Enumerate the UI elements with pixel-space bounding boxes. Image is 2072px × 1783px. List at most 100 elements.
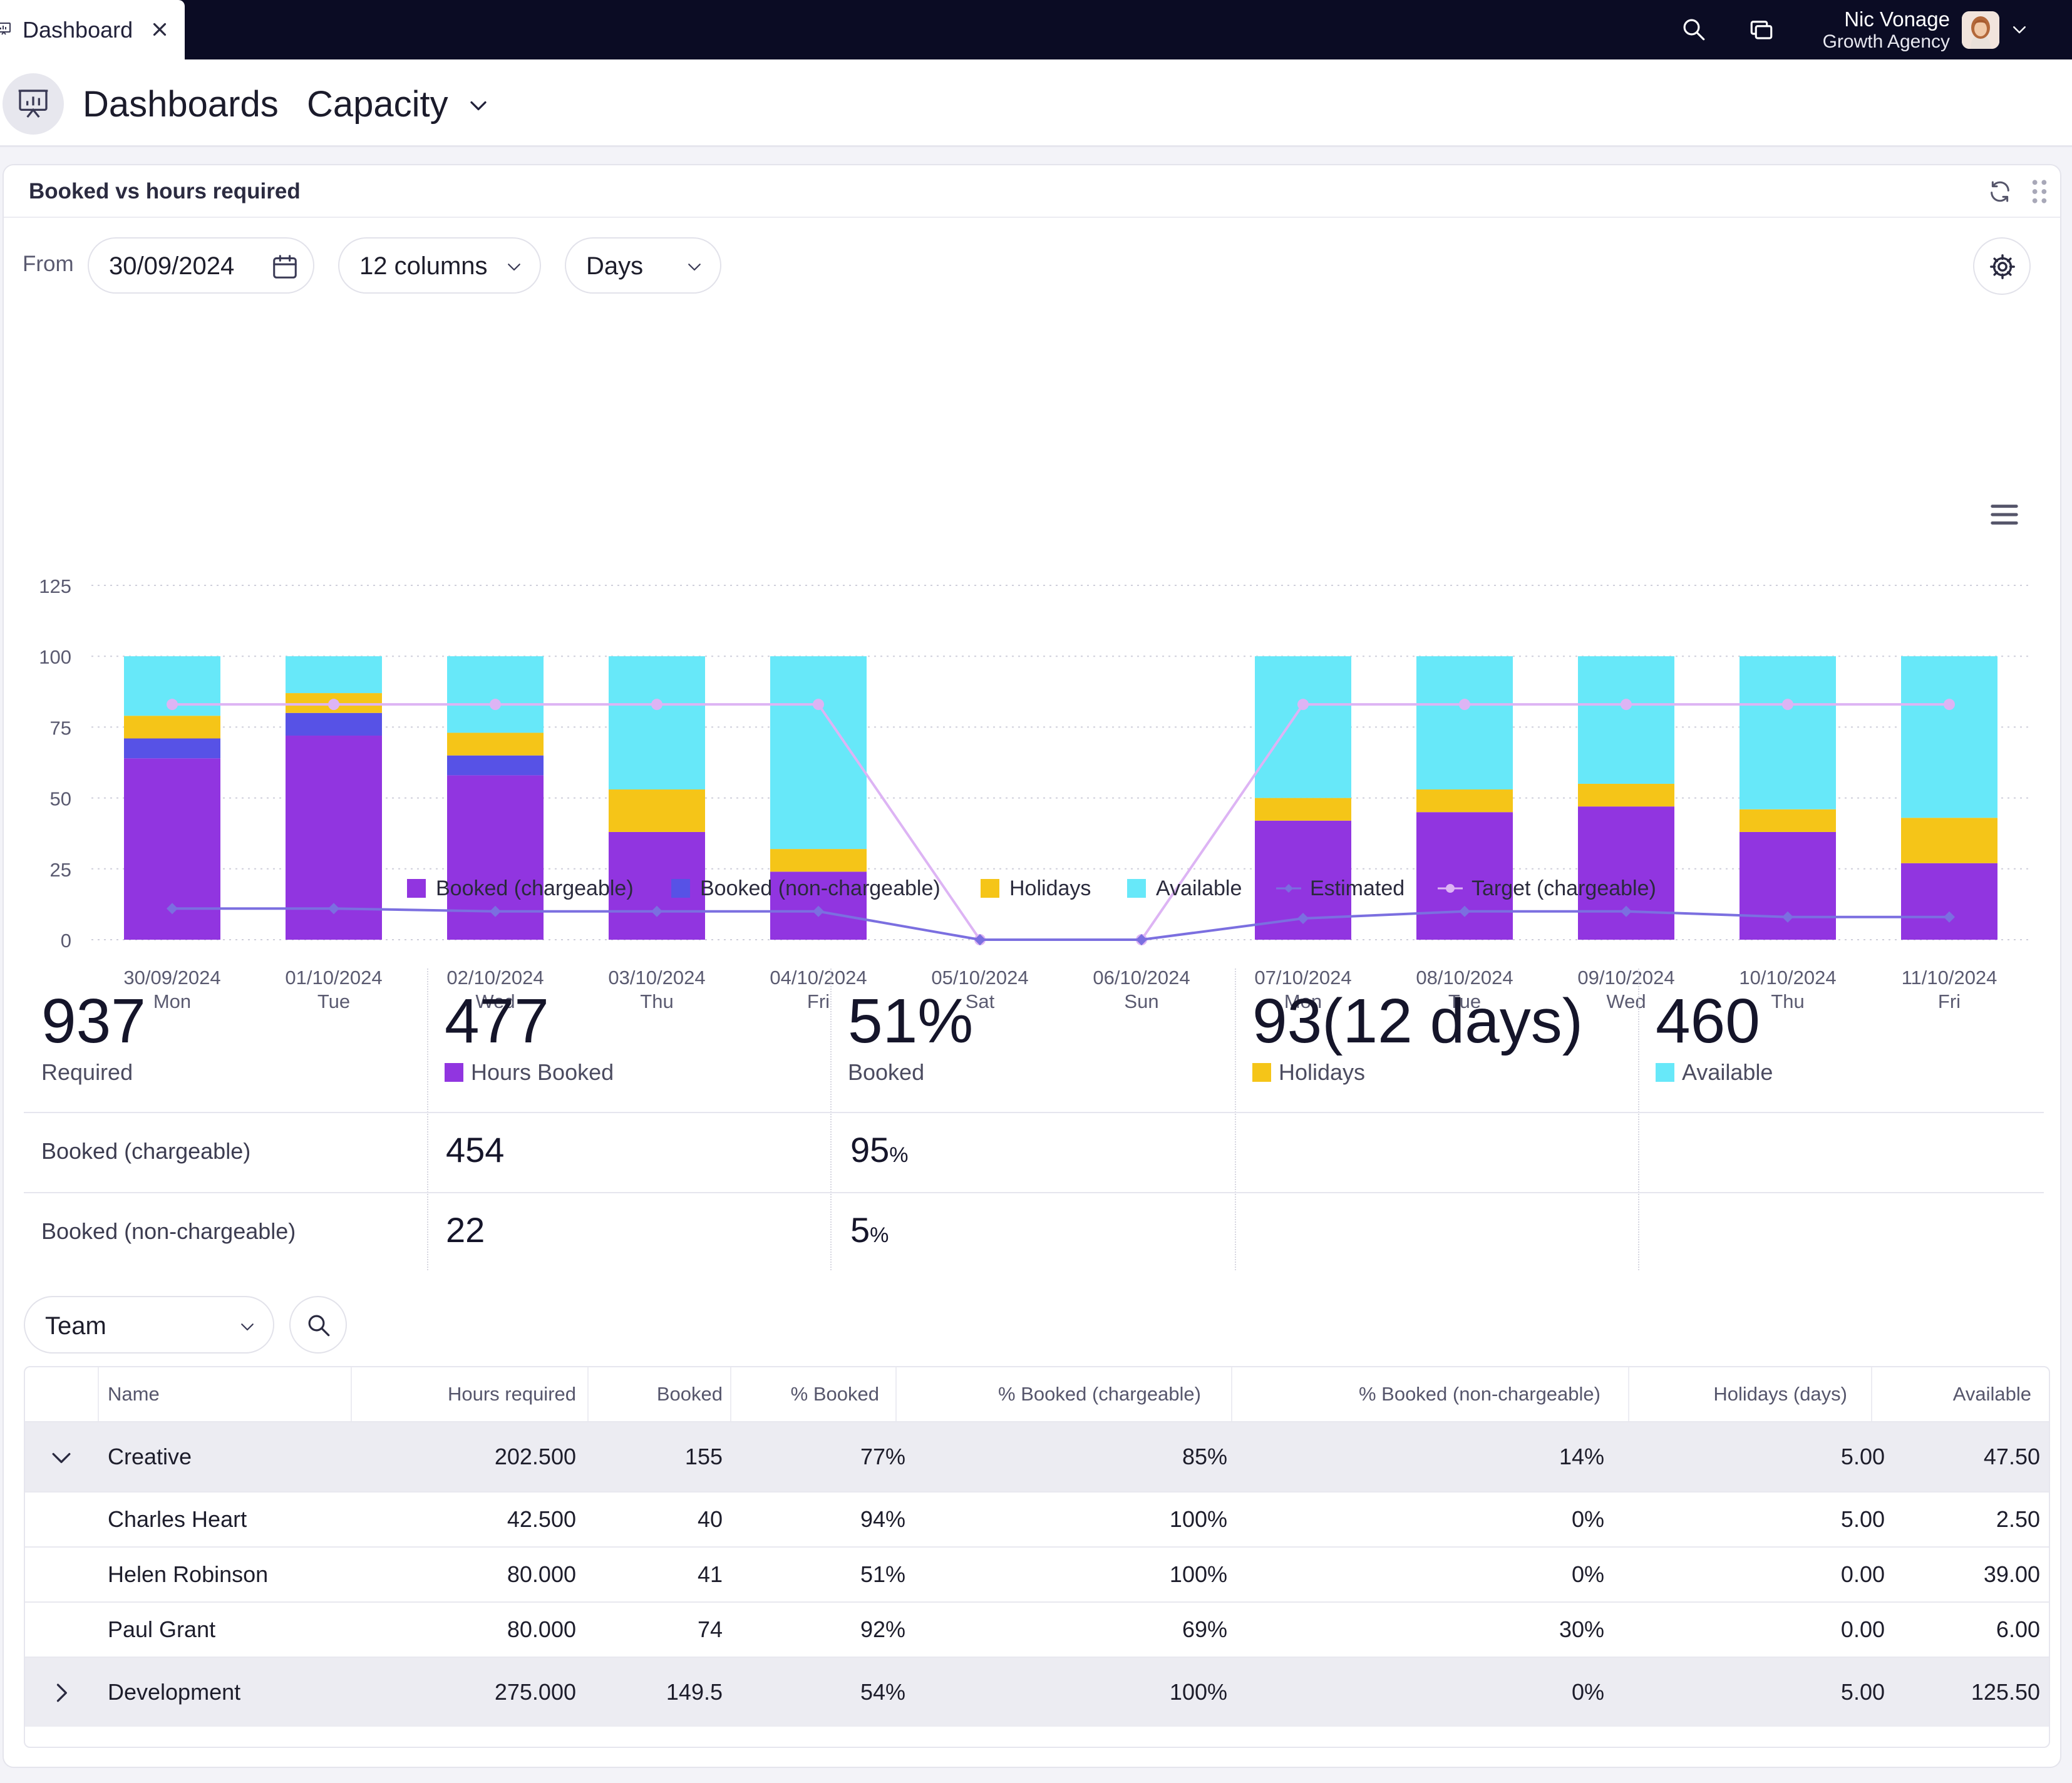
- estimated-point[interactable]: [1621, 905, 1632, 917]
- table-group-row[interactable]: Creative 202.500 155 77% 85% 14% 5.00 47.50: [25, 1421, 2049, 1491]
- target-chargeable-point[interactable]: [1944, 699, 1955, 711]
- divider: [1235, 969, 1236, 1270]
- target-chargeable-point[interactable]: [1297, 699, 1309, 711]
- team-select[interactable]: Team: [24, 1296, 274, 1354]
- legend-available[interactable]: Available: [1127, 873, 1242, 904]
- bar-booked-chargeable[interactable]: [1578, 806, 1674, 940]
- table-row[interactable]: Charles Heart 42.500 40 94% 100% 0% 5.00 2.50: [25, 1491, 2049, 1546]
- table-group-row[interactable]: Development 275.000 149.5 54% 100% 0% 5.00 125.…: [25, 1657, 2049, 1727]
- column-header-percent-non-chargeable[interactable]: % Booked (non-chargeable): [1358, 1383, 1600, 1405]
- bar-holidays[interactable]: [770, 849, 867, 872]
- legend-target[interactable]: Target (chargeable): [1436, 873, 1656, 904]
- bar-available[interactable]: [1416, 656, 1513, 790]
- table-row[interactable]: Paul Grant 80.000 74 92% 69% 30% 0.00 6.00: [25, 1601, 2049, 1657]
- columns-select[interactable]: 12 columns: [338, 237, 541, 294]
- settings-button[interactable]: [1973, 237, 2031, 295]
- estimated-point[interactable]: [974, 934, 986, 945]
- cell-booked: 40: [697, 1506, 723, 1532]
- cell-name[interactable]: Paul Grant: [108, 1616, 216, 1642]
- column-header-booked[interactable]: Booked: [656, 1383, 723, 1405]
- drag-handle-icon[interactable]: [2030, 178, 2049, 205]
- required-value: 937: [41, 986, 146, 1056]
- avatar[interactable]: [1962, 11, 1999, 49]
- target-chargeable-point[interactable]: [651, 699, 662, 711]
- chevron-down-icon[interactable]: [2010, 20, 2029, 39]
- cell-name[interactable]: Charles Heart: [108, 1506, 247, 1532]
- estimated-point[interactable]: [1782, 911, 1793, 923]
- cell-available: 47.50: [1983, 1444, 2040, 1469]
- bar-available[interactable]: [1578, 656, 1674, 784]
- bar-holidays[interactable]: [1255, 798, 1351, 821]
- tab-dashboard[interactable]: Dashboard: [0, 0, 185, 59]
- cell-pct-non-chargeable: 0%: [1571, 1679, 1604, 1705]
- x-tick-weekday: Wed: [475, 990, 515, 1012]
- cell-name[interactable]: Creative: [108, 1444, 192, 1469]
- cell-available: 2.50: [1996, 1506, 2040, 1532]
- target-chargeable-point[interactable]: [167, 699, 178, 711]
- bar-available[interactable]: [286, 656, 382, 694]
- estimated-point[interactable]: [167, 903, 178, 915]
- legend-estimated[interactable]: Estimated: [1275, 873, 1405, 904]
- column-header-percent-chargeable[interactable]: % Booked (chargeable): [998, 1383, 1201, 1405]
- estimated-point[interactable]: [490, 905, 501, 917]
- date-picker[interactable]: 30/09/2024: [88, 237, 314, 294]
- bar-available[interactable]: [447, 656, 544, 733]
- bar-booked-chargeable[interactable]: [1416, 812, 1513, 940]
- bar-booked-chargeable[interactable]: [1901, 863, 1997, 940]
- bar-booked-non-chargeable[interactable]: [447, 755, 544, 776]
- legend-booked-non-chargeable[interactable]: Booked (non-chargeable): [671, 873, 941, 904]
- cell-name[interactable]: Helen Robinson: [108, 1561, 269, 1587]
- bar-holidays[interactable]: [124, 716, 220, 739]
- column-header-percent-booked[interactable]: % Booked: [790, 1383, 879, 1405]
- estimated-point[interactable]: [1944, 911, 1955, 923]
- chevron-down-icon[interactable]: [465, 92, 492, 120]
- column-header-hours-required[interactable]: Hours required: [447, 1383, 576, 1405]
- target-chargeable-point[interactable]: [328, 699, 339, 711]
- cell-name[interactable]: Development: [108, 1679, 241, 1705]
- bar-available[interactable]: [1901, 656, 1997, 818]
- bar-holidays[interactable]: [1578, 783, 1674, 807]
- estimated-point[interactable]: [651, 905, 662, 917]
- legend-holidays[interactable]: Holidays: [981, 873, 1091, 904]
- estimated-point[interactable]: [813, 905, 824, 917]
- bar-booked-chargeable[interactable]: [770, 871, 867, 940]
- team-search-button[interactable]: [289, 1296, 347, 1354]
- column-header-name[interactable]: Name: [108, 1383, 160, 1405]
- bar-booked-non-chargeable[interactable]: [124, 738, 220, 759]
- bar-available[interactable]: [609, 656, 705, 790]
- chart-menu-icon[interactable]: [1990, 502, 2019, 527]
- windows-icon[interactable]: [1748, 16, 1775, 43]
- bar-holidays[interactable]: [1740, 809, 1836, 832]
- bar-holidays[interactable]: [1416, 789, 1513, 813]
- x-tick-date: 05/10/2024: [931, 967, 1028, 989]
- legend-booked-chargeable[interactable]: Booked (chargeable): [407, 873, 634, 904]
- target-chargeable-point[interactable]: [813, 699, 824, 711]
- bar-booked-non-chargeable[interactable]: [286, 712, 382, 736]
- bar-available[interactable]: [1255, 656, 1351, 798]
- cell-booked: 155: [684, 1444, 723, 1469]
- search-icon[interactable]: [1681, 16, 1707, 43]
- chevron-right-icon[interactable]: [48, 1679, 75, 1707]
- column-header-available[interactable]: Available: [1952, 1383, 2031, 1405]
- target-chargeable-point[interactable]: [1459, 699, 1470, 711]
- refresh-icon[interactable]: [1987, 179, 2013, 204]
- target-chargeable-point[interactable]: [1782, 699, 1793, 711]
- target-chargeable-point[interactable]: [490, 699, 501, 711]
- cell-hours-required: 42.500: [507, 1506, 576, 1532]
- chevron-down-icon[interactable]: [48, 1444, 75, 1471]
- bar-available[interactable]: [1740, 656, 1836, 809]
- estimated-point[interactable]: [1297, 913, 1309, 925]
- table-row[interactable]: Helen Robinson 80.000 41 51% 100% 0% 0.00 39.00: [25, 1546, 2049, 1601]
- bar-holidays[interactable]: [1901, 818, 1997, 863]
- bar-holidays[interactable]: [609, 789, 705, 832]
- estimated-point[interactable]: [328, 903, 339, 915]
- period-select[interactable]: Days: [565, 237, 721, 294]
- estimated-point[interactable]: [1136, 934, 1147, 945]
- close-icon[interactable]: [149, 19, 170, 40]
- column-header-holidays[interactable]: Holidays (days): [1713, 1383, 1847, 1405]
- dashboard-selector[interactable]: Capacity: [307, 84, 448, 125]
- estimated-point[interactable]: [1459, 905, 1470, 917]
- calendar-icon[interactable]: [271, 252, 299, 281]
- bar-holidays[interactable]: [447, 732, 544, 756]
- target-chargeable-point[interactable]: [1621, 699, 1632, 711]
